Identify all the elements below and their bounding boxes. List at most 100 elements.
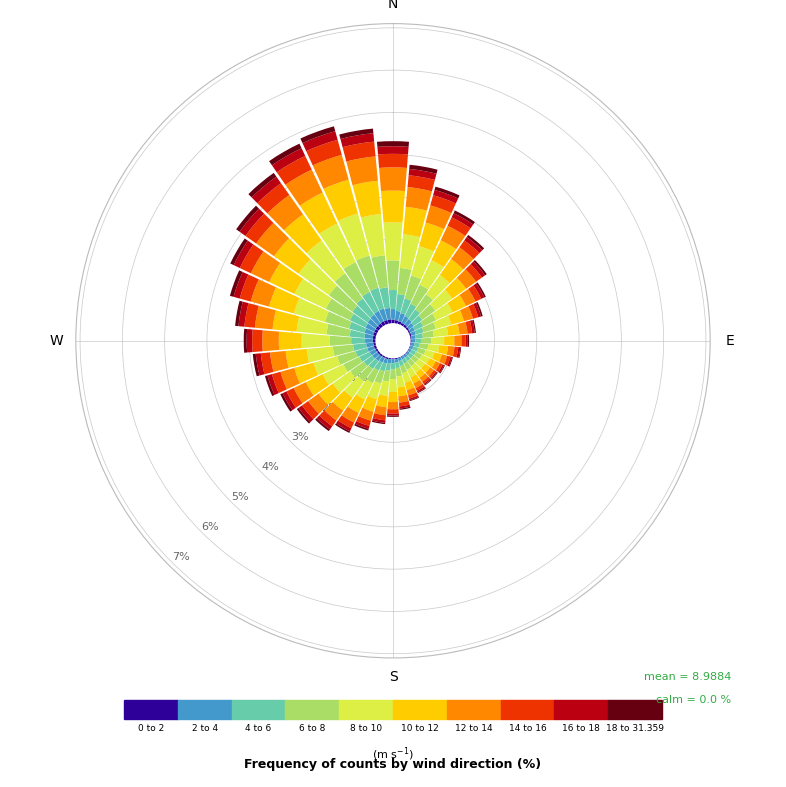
Bar — [391, 360, 395, 363]
Bar — [388, 392, 398, 402]
Bar — [347, 394, 365, 413]
Bar — [422, 323, 435, 332]
Bar — [399, 407, 410, 410]
Bar — [399, 313, 405, 323]
Bar — [399, 405, 410, 408]
Bar — [379, 168, 407, 191]
Text: Frequency of counts by wind direction (%): Frequency of counts by wind direction (%… — [244, 758, 542, 771]
Bar — [384, 320, 388, 325]
Bar — [387, 359, 391, 364]
Bar — [369, 359, 379, 369]
Bar — [355, 421, 369, 429]
Bar — [407, 348, 410, 351]
Bar — [445, 278, 466, 298]
Bar — [438, 345, 448, 355]
Bar — [373, 342, 376, 345]
Bar — [233, 241, 253, 268]
Bar — [467, 235, 484, 250]
Bar — [410, 342, 411, 345]
Text: 12 to 14: 12 to 14 — [455, 724, 493, 733]
Bar — [307, 241, 345, 282]
Bar — [295, 279, 332, 309]
Bar — [416, 369, 425, 378]
Bar — [446, 324, 460, 335]
Bar — [409, 327, 415, 333]
Bar — [431, 371, 437, 379]
Bar — [340, 700, 393, 719]
Bar — [300, 127, 336, 143]
Bar — [277, 156, 312, 185]
Bar — [178, 700, 232, 719]
Bar — [344, 376, 364, 397]
Bar — [371, 255, 388, 289]
Bar — [395, 359, 399, 363]
Bar — [439, 354, 447, 364]
Bar — [256, 223, 289, 257]
Bar — [369, 349, 377, 356]
Bar — [432, 353, 442, 362]
Bar — [377, 350, 381, 354]
Bar — [365, 328, 374, 335]
Bar — [267, 195, 303, 231]
Bar — [240, 275, 259, 301]
Bar — [273, 310, 299, 331]
Bar — [400, 364, 407, 373]
Bar — [238, 301, 248, 327]
Bar — [419, 343, 428, 349]
Bar — [458, 347, 461, 358]
Bar — [410, 345, 413, 349]
Bar — [409, 309, 420, 322]
Bar — [399, 395, 409, 403]
Bar — [433, 316, 451, 329]
Bar — [340, 133, 374, 147]
Bar — [381, 190, 405, 223]
Bar — [415, 359, 425, 368]
Bar — [391, 320, 395, 324]
Bar — [382, 355, 386, 358]
Bar — [374, 360, 383, 371]
Bar — [284, 214, 321, 253]
Bar — [409, 169, 436, 180]
Text: 8 to 10: 8 to 10 — [350, 724, 382, 733]
Bar — [319, 410, 336, 427]
Bar — [353, 343, 367, 351]
Bar — [428, 344, 439, 353]
Bar — [408, 392, 418, 399]
Bar — [433, 327, 448, 337]
Bar — [332, 345, 354, 356]
Bar — [336, 420, 351, 431]
Bar — [356, 379, 373, 400]
Bar — [380, 362, 387, 371]
Bar — [383, 370, 390, 382]
Bar — [281, 394, 292, 412]
Bar — [269, 287, 299, 313]
Bar — [447, 217, 471, 236]
Bar — [240, 245, 263, 273]
Bar — [411, 335, 416, 339]
Bar — [379, 380, 389, 396]
Bar — [356, 416, 371, 426]
Bar — [453, 346, 458, 357]
Bar — [427, 358, 435, 368]
Bar — [405, 356, 410, 361]
Bar — [419, 223, 444, 252]
Bar — [422, 331, 434, 338]
Bar — [313, 155, 349, 189]
Bar — [317, 416, 332, 430]
Bar — [332, 390, 353, 411]
Bar — [472, 320, 476, 333]
Bar — [283, 391, 296, 410]
Text: 2 to 4: 2 to 4 — [192, 724, 218, 733]
Text: 6 to 8: 6 to 8 — [299, 724, 325, 733]
Bar — [251, 279, 276, 307]
Bar — [409, 345, 410, 349]
Bar — [447, 295, 466, 312]
Bar — [396, 294, 405, 312]
Bar — [124, 700, 178, 719]
Bar — [374, 311, 384, 323]
Bar — [407, 368, 416, 378]
Bar — [230, 271, 243, 297]
Bar — [410, 339, 412, 342]
Bar — [409, 395, 419, 401]
Bar — [389, 379, 397, 392]
